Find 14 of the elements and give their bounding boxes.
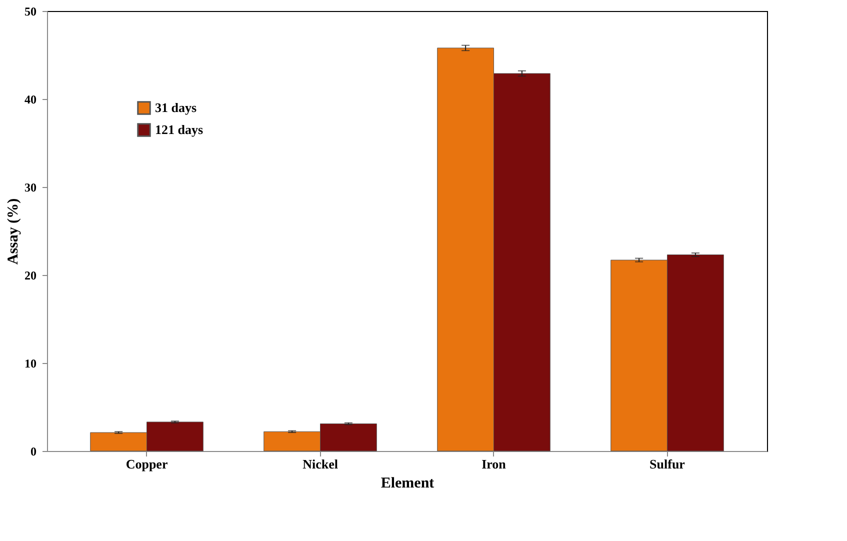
y-tick-label: 40 bbox=[24, 92, 36, 106]
y-tick-label: 0 bbox=[30, 444, 36, 458]
x-tick-label: Copper bbox=[126, 456, 168, 472]
legend-label: 121 days bbox=[155, 122, 204, 137]
x-tick-label: Sulfur bbox=[650, 456, 686, 472]
y-tick-label: 20 bbox=[24, 268, 36, 282]
y-axis-title: Assay (%) bbox=[6, 198, 22, 265]
x-axis-title: Element bbox=[380, 476, 434, 492]
y-tick-label: 50 bbox=[24, 4, 36, 18]
y-tick-label: 30 bbox=[24, 180, 36, 194]
y-tick-label: 10 bbox=[24, 356, 36, 370]
x-tick-label: Iron bbox=[482, 456, 507, 472]
legend-label: 31 days bbox=[155, 100, 197, 115]
x-tick-label: Nickel bbox=[302, 456, 338, 472]
